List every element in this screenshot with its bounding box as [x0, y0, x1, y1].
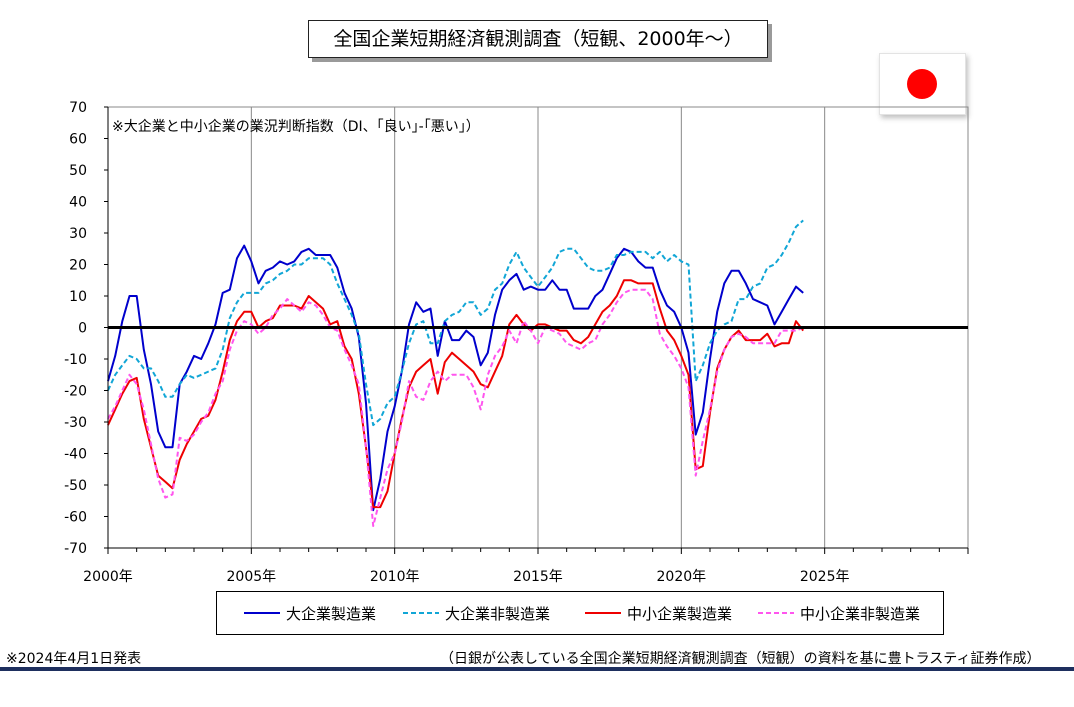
- x-tick-label: 2010年: [370, 569, 420, 585]
- chart-series: [107, 219, 968, 527]
- x-tick-label: 2015年: [513, 569, 563, 585]
- legend-item: 大企業非製造業: [403, 592, 550, 634]
- y-tick-label: 70: [69, 100, 87, 116]
- y-tick-label: -70: [64, 541, 87, 557]
- x-tick-label: 2025年: [800, 569, 850, 585]
- y-tick-label: -40: [64, 447, 87, 463]
- legend-label: 大企業非製造業: [445, 604, 551, 623]
- y-tick-label: -20: [64, 384, 87, 400]
- series-line-1: [107, 244, 804, 512]
- y-tick-label: 30: [69, 226, 87, 242]
- japan-flag: [879, 53, 966, 115]
- footer-bar: [0, 667, 1074, 671]
- series-line-4: [107, 288, 804, 527]
- legend-item: 中小企業製造業: [585, 592, 732, 634]
- chart-axes: 70 60 50 40 30 20 10 0 -10 -20 -30 -40 -50 -60 -70 2000…: [64, 100, 969, 585]
- legend-swatch: [403, 612, 439, 614]
- release-date-note: ※2024年4月1日発表: [6, 651, 142, 667]
- legend-swatch: [585, 612, 621, 614]
- y-tick-label: 40: [69, 195, 87, 211]
- y-tick-label: 10: [69, 289, 87, 305]
- legend-label: 中小企業非製造業: [800, 604, 921, 623]
- legend-swatch: [244, 612, 280, 614]
- series-line-3: [107, 279, 804, 509]
- y-tick-label: 50: [69, 163, 87, 179]
- chart-legend: 大企業製造業 大企業非製造業 中小企業製造業 中小企業非製造業: [216, 591, 944, 635]
- y-tick-label: 0: [78, 321, 87, 337]
- legend-label: 大企業製造業: [286, 604, 377, 623]
- source-note: （日銀が公表している全国企業短期経済観測調査（短観）の資料を基に豊トラスティ証券…: [440, 651, 1041, 667]
- legend-label: 中小企業製造業: [627, 604, 733, 623]
- y-tick-label: 20: [69, 258, 87, 274]
- x-tick-label: 2005年: [227, 569, 277, 585]
- x-tick-label: 2020年: [657, 569, 707, 585]
- y-tick-label: 60: [69, 132, 87, 148]
- series-line-2: [107, 219, 804, 427]
- y-tick-label: -60: [64, 510, 87, 526]
- y-tick-label: -30: [64, 415, 87, 431]
- chart-title: 全国企業短期経済観測調査（短観、2000年～）: [308, 20, 768, 58]
- legend-item: 中小企業非製造業: [758, 592, 920, 634]
- x-tick-label: 2000年: [83, 569, 133, 585]
- legend-item: 大企業製造業: [244, 592, 376, 634]
- line-chart: 70 60 50 40 30 20 10 0 -10 -20 -30 -40 -50 -60 -70 2000…: [64, 100, 969, 585]
- y-tick-label: -10: [64, 352, 87, 368]
- y-tick-label: -50: [64, 478, 87, 494]
- flag-red-circle-icon: [907, 69, 937, 99]
- chart-annotation: ※大企業と中小企業の業況判断指数（DI、｢良い｣-｢悪い｣）: [112, 118, 480, 135]
- legend-swatch: [758, 612, 794, 614]
